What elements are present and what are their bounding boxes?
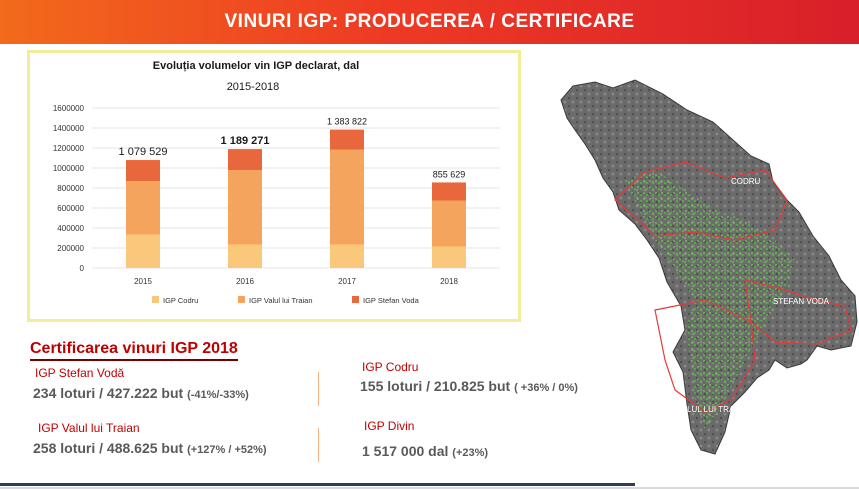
separator-bottom [318,428,319,462]
divin-volume: 1 517 000 dal [362,443,449,459]
footer-line-light [0,487,859,489]
divin-change: (+23%) [452,447,489,459]
region-valul-lui-traian-value: 258 loturi / 488.625 but (+127% / +52%) [33,440,267,456]
legend-label-0: IGP Codru [163,296,198,305]
region-stefan-voda-label: IGP Stefan Vodă [35,366,125,380]
y-tick-label: 0 [80,264,85,273]
total-label-3: 855 629 [433,169,466,179]
legend-swatch-0 [152,296,159,303]
chart-panel: Evoluția volumelor vin IGP declarat, dal… [27,50,521,322]
bar-segment-1-1 [228,170,262,245]
y-tick-label: 1400000 [53,124,85,133]
bar-segment-1-0 [126,181,160,235]
region-stefan-voda-value: 234 loturi / 427.222 but (-41%/-33%) [33,385,249,401]
bar-segment-2-1 [228,149,262,170]
map-label-stefan-voda: STEFAN VODA [773,297,830,306]
bar-segment-0-1 [228,244,262,268]
bar-segment-2-2 [330,129,364,150]
valul-lui-traian-lots: 258 loturi / 488.625 but [33,440,184,456]
y-tick-label: 800000 [57,184,84,193]
legend-label-1: IGP Valul lui Traian [249,296,313,305]
moldova-map: CODRU STEFAN VODA VALUL LUI TRAIAN [560,79,858,455]
legend-swatch-2 [352,296,359,303]
region-divin-label: IGP Divin [364,419,415,433]
codru-change: ( +36% / 0%) [514,382,578,394]
bar-segment-0-3 [432,246,466,268]
bar-segment-2-0 [126,160,160,181]
total-label-2: 1 383 822 [327,117,367,127]
y-tick-label: 1000000 [53,164,85,173]
region-border-stefan-voda [744,279,852,345]
legend-label-2: IGP Stefan Voda [363,296,420,305]
codru-lots: 155 loturi / 210.825 but [360,378,511,394]
x-tick-label-1: 2016 [236,277,254,286]
stefan-voda-lots: 234 loturi / 427.222 but [33,385,184,401]
legend-swatch-1 [238,296,245,303]
separator-top [318,372,319,406]
x-tick-label-2: 2017 [338,277,356,286]
certification-title: Certificarea vinuri IGP 2018 [30,340,238,361]
x-tick-label-3: 2018 [440,277,458,286]
header-banner [0,0,859,44]
page-title: VINURI IGP: PRODUCEREA / CERTIFICARE [224,11,635,32]
region-codru-label: IGP Codru [362,360,419,374]
footer-line [0,483,635,486]
bar-segment-2-3 [432,182,466,201]
bar-segment-0-2 [330,244,364,268]
valul-lui-traian-change: (+127% / +52%) [187,444,267,456]
chart-subtitle: 2015-2018 [227,81,280,93]
y-tick-label: 1600000 [53,104,85,113]
y-tick-label: 400000 [57,224,84,233]
region-valul-lui-traian-label: IGP Valul lui Traian [38,421,140,435]
bar-segment-1-3 [432,200,466,247]
total-label-0: 1 079 529 [119,146,168,158]
total-label-1: 1 189 271 [221,135,270,147]
y-tick-label: 200000 [57,244,84,253]
region-border-codru [614,161,788,241]
region-codru-value: 155 loturi / 210.825 but ( +36% / 0%) [360,378,578,394]
stefan-voda-change: (-41%/-33%) [187,389,249,401]
map-label-valul-lui-traian: VALUL LUI TRAIAN [677,405,748,414]
volume-bar-chart: Evoluția volumelor vin IGP declarat, dal… [53,60,500,305]
chart-title: Evoluția volumelor vin IGP declarat, dal [153,60,359,72]
bar-segment-0-0 [126,234,160,268]
x-tick-label-0: 2015 [134,277,152,286]
y-tick-label: 600000 [57,204,84,213]
region-border-valul-lui-traian [654,299,756,413]
map-label-codru: CODRU [731,177,761,186]
bar-segment-1-2 [330,149,364,245]
region-divin-value: 1 517 000 dal (+23%) [362,443,488,459]
y-tick-label: 1200000 [53,144,85,153]
